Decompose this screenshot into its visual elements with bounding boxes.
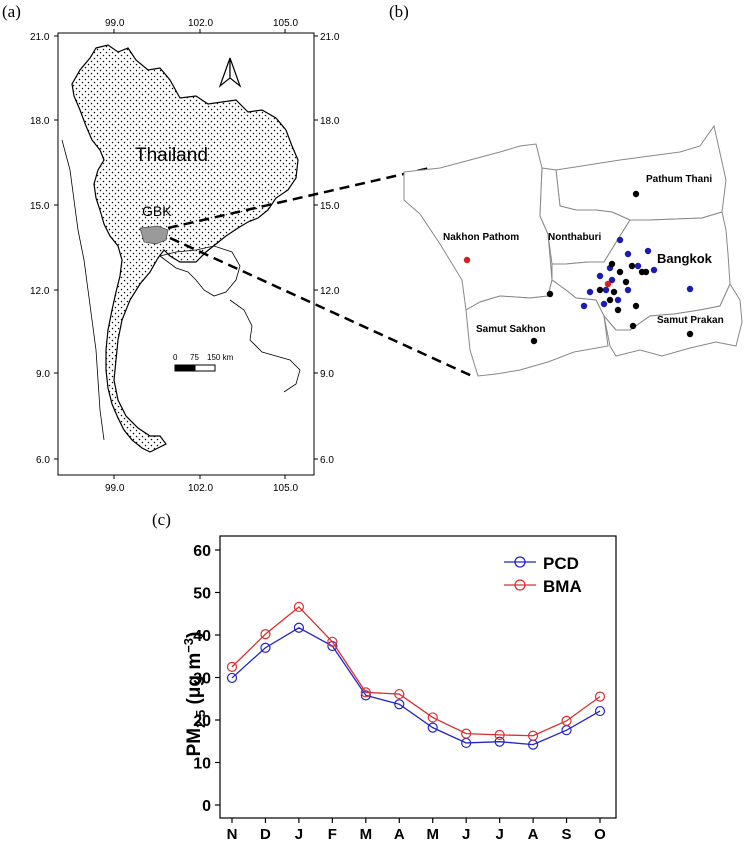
data-point-bma <box>293 601 305 613</box>
data-point-bma <box>226 661 238 672</box>
data-point-bma <box>427 712 438 723</box>
series-line-pcd <box>231 627 601 746</box>
x-tick-label: A <box>394 826 405 841</box>
data-point-bma <box>527 730 539 741</box>
data-point-pcd <box>293 622 305 633</box>
chart-legend: PCD BMA <box>504 554 582 596</box>
x-tick-label: M <box>360 826 373 841</box>
x-tick-label: S <box>562 826 572 841</box>
y-tick-label: 50 <box>193 586 211 603</box>
data-point-bma <box>260 629 271 640</box>
y-tick-label: 60 <box>193 543 211 560</box>
panel-label-b: (b) <box>389 2 409 21</box>
x-tick-label: O <box>594 826 606 841</box>
x-tick-label: J <box>462 826 470 841</box>
x-tick-label: D <box>260 826 271 841</box>
series-line-bma <box>231 606 601 737</box>
y-tick-label: 10 <box>193 756 211 773</box>
data-point-pcd <box>494 736 505 747</box>
y-tick-label: 20 <box>193 713 211 730</box>
y-tick-label: 40 <box>193 628 211 645</box>
data-point-bma <box>360 687 371 698</box>
x-tick-label: A <box>528 826 539 841</box>
data-point-bma <box>494 729 505 740</box>
data-point-bma <box>327 636 338 647</box>
x-tick-label: J <box>495 826 503 841</box>
data-point-pcd <box>427 722 438 733</box>
x-tick-label: N <box>227 826 238 841</box>
data-point-bma <box>394 688 405 700</box>
data-point-bma <box>461 728 472 739</box>
x-tick-label: J <box>295 826 303 841</box>
data-point-bma <box>594 691 606 702</box>
data-point-pcd <box>594 705 606 717</box>
y-tick-label: 30 <box>193 671 211 688</box>
data-point-pcd <box>260 642 271 653</box>
data-point-pcd <box>226 672 238 684</box>
x-tick-label: M <box>426 826 439 841</box>
x-tick-label: F <box>328 826 337 841</box>
y-tick-label: 0 <box>202 798 211 815</box>
data-point-pcd <box>360 690 371 701</box>
data-point-pcd <box>394 699 405 710</box>
legend-bma: BMA <box>543 577 582 596</box>
legend-pcd: PCD <box>543 554 579 573</box>
panel-label-a: (a) <box>2 2 21 21</box>
data-point-bma <box>561 715 572 726</box>
y-axis-label: PM2.5 (μg m−3) <box>181 632 208 757</box>
panel-label-c: (c) <box>152 510 171 529</box>
